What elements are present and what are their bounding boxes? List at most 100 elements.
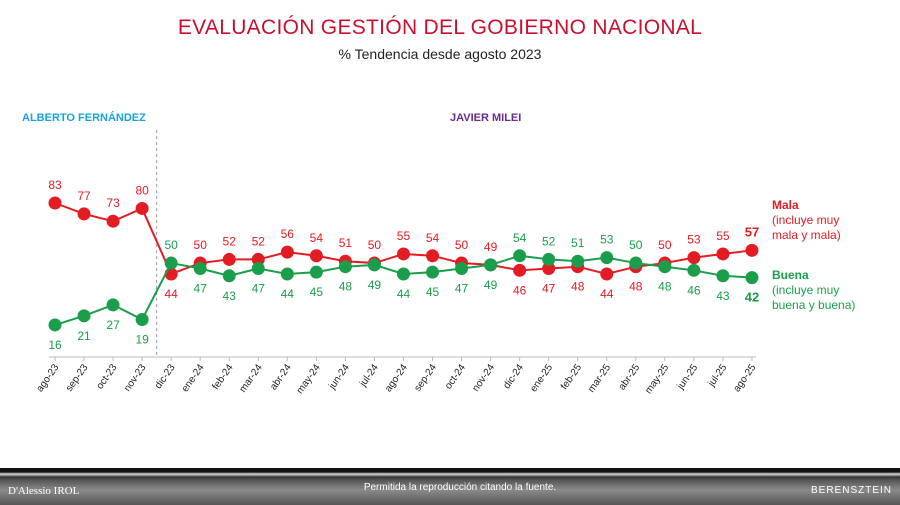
data-label-buena: 47 [194, 282, 208, 296]
data-label-buena: 49 [368, 278, 382, 292]
data-label-buena: 43 [716, 289, 730, 303]
data-label-mala: 44 [600, 287, 614, 301]
data-point-buena [48, 318, 62, 332]
data-point-buena [455, 262, 469, 276]
data-label-mala: 52 [252, 234, 266, 248]
data-point-buena [280, 267, 294, 281]
data-point-mala [309, 249, 323, 263]
data-point-mala [600, 267, 614, 281]
data-point-buena [367, 258, 381, 272]
data-label-mala: 44 [164, 287, 178, 301]
x-tick-label: nov-23 [122, 362, 149, 394]
data-label-buena: 42 [745, 290, 759, 305]
x-tick-label: jun-24 [326, 362, 352, 392]
logo-dalessio: D'Alessio IROL [8, 485, 80, 497]
era-label-milei: JAVIER MILEI [450, 112, 522, 124]
data-point-buena [687, 263, 701, 277]
data-label-buena: 48 [658, 280, 672, 294]
data-label-buena: 44 [397, 287, 411, 301]
x-tick-label: oct-24 [443, 362, 468, 391]
x-tick-label: ene-24 [180, 362, 207, 394]
data-label-mala: 83 [48, 178, 62, 192]
x-tick-label: may-25 [643, 362, 671, 396]
data-label-mala: 53 [687, 233, 701, 247]
data-label-mala: 50 [194, 238, 208, 252]
chart-subtitle: % Tendencia desde agosto 2023 [338, 46, 542, 62]
data-point-buena [542, 252, 556, 266]
chart-title: EVALUACIÓN GESTIÓN DEL GOBIERNO NACIONAL [177, 16, 703, 39]
footer-note: Permitida la reproducción citando la fue… [363, 482, 557, 493]
data-label-buena: 46 [687, 283, 701, 297]
legend-mala: Mala (incluye muy mala y mala) [772, 198, 867, 243]
x-tick-label: sep-24 [412, 362, 439, 394]
data-point-buena [745, 271, 759, 285]
data-label-buena: 49 [484, 278, 498, 292]
x-tick-label: feb-25 [559, 362, 585, 392]
data-label-mala: 48 [629, 280, 643, 294]
data-point-buena [135, 312, 149, 326]
x-tick-label: abr-24 [268, 362, 294, 392]
data-point-mala [106, 214, 120, 228]
data-label-buena: 19 [135, 332, 149, 346]
x-tick-label: jun-25 [675, 362, 701, 392]
x-tick-label: may-24 [295, 362, 323, 396]
data-label-buena: 16 [48, 338, 62, 352]
era-label-fernandez: ALBERTO FERNÁNDEZ [22, 112, 146, 124]
data-label-mala: 48 [571, 280, 585, 294]
data-point-buena [396, 267, 410, 281]
data-label-buena: 50 [629, 238, 643, 252]
data-label-buena: 21 [77, 329, 91, 343]
x-tick-label: ago-25 [732, 362, 759, 394]
logo-berensztein: BERENSZTEIN [810, 485, 892, 496]
data-point-mala [513, 263, 527, 277]
data-point-buena [106, 298, 120, 312]
data-point-buena [513, 249, 527, 263]
data-label-mala: 50 [658, 238, 672, 252]
x-tick-label: ago-23 [35, 362, 62, 394]
data-label-mala: 73 [106, 196, 120, 210]
x-tick-label: nov-24 [471, 362, 498, 394]
data-label-buena: 45 [426, 285, 440, 299]
data-point-buena [716, 269, 730, 283]
data-label-mala: 54 [426, 231, 440, 245]
line-chart: ago-23 sep-23 oct-23 nov-23 dic-23 ene-24 feb-… [35, 130, 759, 396]
x-tick-label: jul-25 [706, 362, 730, 390]
data-label-buena: 47 [252, 282, 266, 296]
x-tick-label: sep-23 [64, 362, 91, 394]
data-point-mala [135, 201, 149, 215]
data-point-buena [484, 258, 498, 272]
x-tick-label: jul-24 [357, 362, 381, 390]
data-point-mala [280, 245, 294, 259]
data-point-buena [164, 256, 178, 270]
x-tick-label: mar-25 [586, 362, 613, 395]
data-label-mala: 80 [135, 183, 149, 197]
x-tick-label: abr-25 [617, 362, 643, 392]
data-label-mala: 46 [513, 283, 527, 297]
x-tick-label: ene-25 [528, 362, 555, 394]
data-point-mala [542, 262, 556, 276]
data-label-buena: 43 [223, 289, 237, 303]
x-tick-label: dic-24 [501, 362, 526, 391]
data-label-mala: 57 [745, 224, 759, 239]
legend-buena: Buena (incluye muy buena y buena) [772, 268, 872, 313]
legend-buena-desc: (incluye muy buena y buena) [772, 283, 856, 312]
data-point-buena [426, 265, 440, 279]
data-point-buena [658, 260, 672, 274]
data-point-mala [687, 251, 701, 265]
data-label-mala: 50 [455, 238, 469, 252]
data-label-buena: 51 [571, 236, 585, 250]
x-tick-label: oct-23 [95, 362, 120, 391]
data-point-buena [251, 262, 265, 276]
data-label-buena: 50 [164, 238, 178, 252]
x-tick-label: dic-23 [153, 362, 178, 391]
data-label-buena: 53 [600, 233, 614, 247]
data-label-mala: 77 [77, 189, 91, 203]
data-label-buena: 52 [542, 234, 556, 248]
data-point-buena [222, 269, 236, 283]
data-point-mala [48, 196, 62, 210]
data-point-buena [309, 265, 323, 279]
x-tick-label: ago-24 [383, 362, 410, 394]
data-label-buena: 47 [455, 282, 469, 296]
legend-mala-desc: (incluye muy mala y mala) [772, 213, 841, 242]
data-label-buena: 54 [513, 231, 527, 245]
